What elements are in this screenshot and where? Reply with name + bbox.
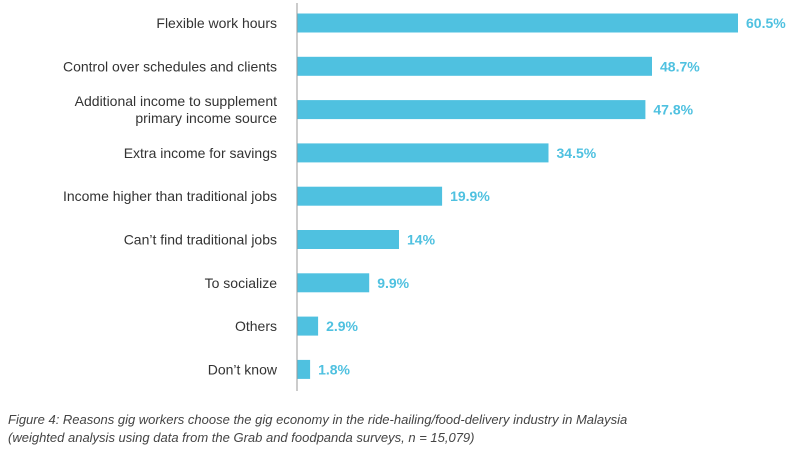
category-label: Flexible work hours (156, 15, 277, 31)
caption-line-1: Figure 4: Reasons gig workers choose the… (8, 412, 628, 427)
bar (297, 359, 311, 379)
bar (297, 316, 319, 336)
value-label: 47.8% (653, 102, 693, 118)
figure-caption: Figure 4: Reasons gig workers choose the… (8, 411, 798, 447)
value-label: 14% (407, 232, 436, 248)
bar-chart: Flexible work hours 60.5% Control over sch… (63, 3, 786, 391)
value-label: 1.8% (318, 361, 350, 377)
bar (297, 13, 738, 33)
value-label: 34.5% (557, 145, 597, 161)
bar (297, 143, 549, 163)
category-label: primary income source (135, 110, 277, 126)
caption-line-2: (weighted analysis using data from the G… (8, 430, 475, 445)
category-label: Additional income to supplement (75, 93, 277, 109)
category-label: Don’t know (208, 361, 278, 377)
value-label: 2.9% (326, 318, 358, 334)
bar (297, 56, 652, 76)
value-label: 9.9% (377, 275, 409, 291)
category-label: To socialize (205, 275, 278, 291)
value-label: 19.9% (450, 188, 490, 204)
bar (297, 230, 399, 249)
value-label: 60.5% (746, 15, 786, 31)
category-label: Can’t find traditional jobs (124, 232, 277, 248)
bar (297, 100, 646, 120)
category-label: Control over schedules and clients (63, 58, 277, 74)
category-label: Income higher than traditional jobs (63, 188, 277, 204)
category-label: Extra income for savings (124, 145, 277, 161)
category-label: Others (235, 318, 277, 334)
bar (297, 273, 370, 293)
bar-group: Flexible work hours 60.5% Control over sch… (63, 13, 786, 379)
value-label: 48.7% (660, 58, 700, 74)
bar (297, 186, 443, 206)
